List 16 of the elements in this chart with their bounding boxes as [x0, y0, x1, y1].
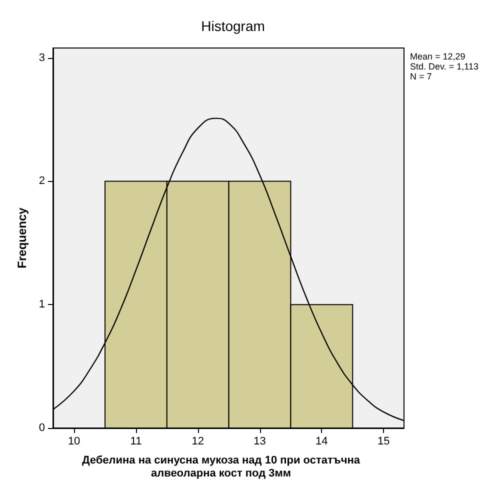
- y-tick-label: 3: [38, 52, 46, 64]
- x-tick-label: 15: [377, 436, 390, 448]
- x-tick-label: 12: [192, 436, 204, 448]
- x-tick-label: 11: [130, 436, 142, 448]
- text: N = 7: [410, 72, 432, 82]
- chart-title: Histogram: [201, 18, 265, 34]
- text: Std. Dev. = 1,113: [410, 62, 478, 72]
- text: Mean = 12,29: [410, 52, 466, 62]
- y-tick-label: 0: [38, 422, 46, 434]
- y-axis-title: Frequency: [15, 207, 29, 268]
- x-axis-title: Дебелина на синусна мукоза над 10 при остатъчна алвеоларна кост под 3мм: [82, 454, 361, 480]
- x-tick-label: 13: [254, 436, 266, 448]
- x-tick-label: 14: [316, 436, 328, 448]
- x-tick-label: 10: [68, 436, 80, 448]
- y-tick-label: 1: [38, 298, 46, 311]
- y-tick-label: 2: [38, 175, 46, 188]
